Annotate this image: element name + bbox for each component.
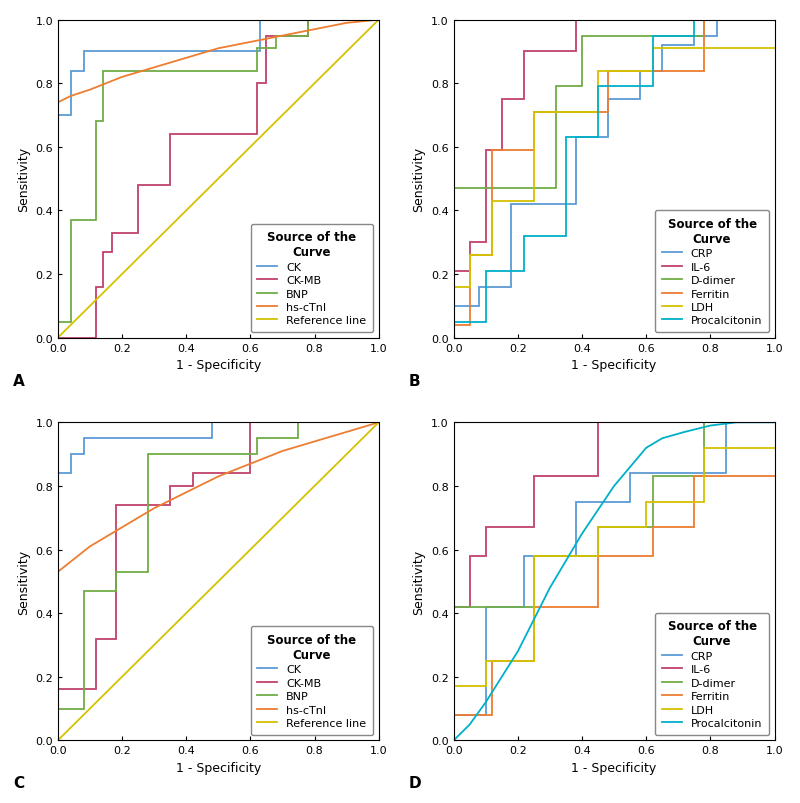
Legend: CK, CK-MB, BNP, hs-cTnI, Reference line: CK, CK-MB, BNP, hs-cTnI, Reference line <box>250 224 373 332</box>
Text: B: B <box>409 373 420 388</box>
X-axis label: 1 - Specificity: 1 - Specificity <box>176 359 261 372</box>
Y-axis label: Sensitivity: Sensitivity <box>17 549 30 614</box>
X-axis label: 1 - Specificity: 1 - Specificity <box>571 761 657 774</box>
Legend: CRP, IL-6, D-dimer, Ferritin, LDH, Procalcitonin: CRP, IL-6, D-dimer, Ferritin, LDH, Proca… <box>655 211 769 332</box>
Text: A: A <box>13 373 25 388</box>
Legend: CRP, IL-6, D-dimer, Ferritin, LDH, Procalcitonin: CRP, IL-6, D-dimer, Ferritin, LDH, Proca… <box>655 613 769 735</box>
Legend: CK, CK-MB, BNP, hs-cTnI, Reference line: CK, CK-MB, BNP, hs-cTnI, Reference line <box>250 626 373 735</box>
Y-axis label: Sensitivity: Sensitivity <box>413 147 426 212</box>
Y-axis label: Sensitivity: Sensitivity <box>413 549 426 614</box>
Text: D: D <box>409 776 422 790</box>
X-axis label: 1 - Specificity: 1 - Specificity <box>176 761 261 774</box>
X-axis label: 1 - Specificity: 1 - Specificity <box>571 359 657 372</box>
Text: C: C <box>13 776 24 790</box>
Y-axis label: Sensitivity: Sensitivity <box>17 147 30 212</box>
